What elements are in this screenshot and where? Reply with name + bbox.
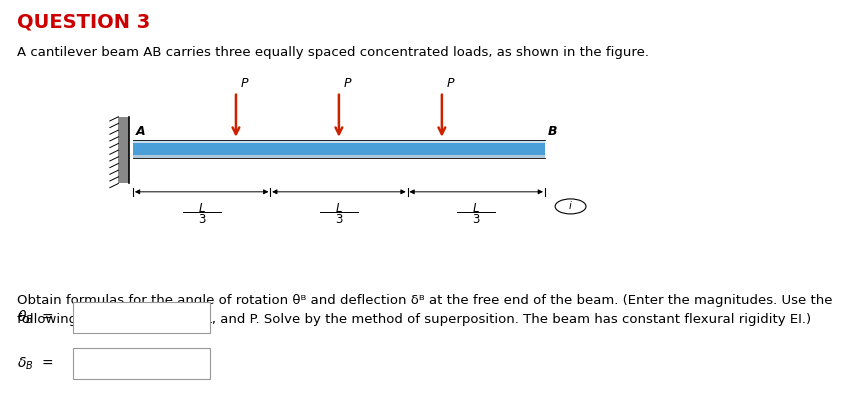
Text: P: P	[240, 77, 248, 90]
Text: P: P	[343, 77, 351, 90]
Text: 3: 3	[335, 213, 342, 226]
Bar	[118, 117, 129, 183]
Bar	[133, 155, 545, 158]
Bar	[73, 302, 210, 334]
Text: 3: 3	[473, 213, 480, 226]
Text: Obtain formulas for the angle of rotation θᴮ and deflection δᴮ at the free end o: Obtain formulas for the angle of rotatio…	[17, 294, 832, 326]
Text: L: L	[335, 202, 342, 215]
Bar	[73, 348, 210, 379]
Text: i: i	[569, 201, 572, 211]
Bar	[133, 140, 545, 143]
Text: $\theta_B$  =: $\theta_B$ =	[17, 309, 54, 327]
Bar	[133, 143, 545, 155]
Text: 3: 3	[198, 213, 205, 226]
Text: L: L	[198, 202, 205, 215]
Text: QUESTION 3: QUESTION 3	[17, 13, 150, 32]
Text: B: B	[547, 126, 557, 138]
Text: L: L	[473, 202, 480, 215]
Text: A: A	[136, 126, 145, 138]
Text: $\delta_B$  =: $\delta_B$ =	[17, 355, 54, 372]
Text: A cantilever beam AB carries three equally spaced concentrated loads, as shown i: A cantilever beam AB carries three equal…	[17, 46, 650, 59]
Text: P: P	[446, 77, 454, 90]
